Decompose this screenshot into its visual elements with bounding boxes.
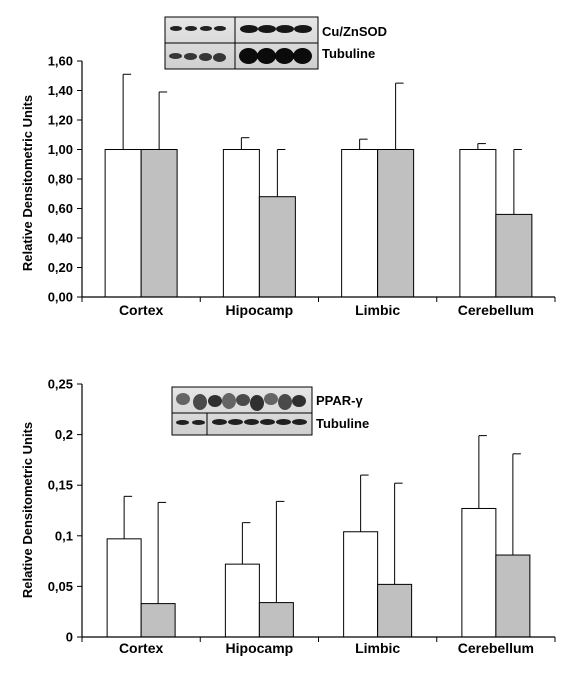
chart-2-y-tick-label: 0,1	[55, 528, 73, 543]
chart-2-y-tick-label: 0,25	[48, 377, 73, 392]
chart-1-y-axis-label: Relative Densitometric Units	[20, 95, 35, 271]
chart-2-blot-band	[244, 419, 259, 425]
chart-2-blot-band	[193, 394, 207, 410]
chart-1-bar-control-cerebellum	[459, 149, 497, 298]
chart-1-axes	[77, 60, 556, 302]
chart-1-y-tick-labels: 0,00 0,20 0,40 0,60 0,80 1,00 1,20 1,40 1,60	[48, 54, 73, 305]
chart-2-blot-inset	[171, 386, 313, 436]
chart-2-blot-band	[212, 419, 227, 425]
chart-2-blot-band	[278, 394, 292, 410]
chart-1-blot-label-bottom: Tubuline	[322, 46, 375, 61]
chart-2-category-label: Limbic	[355, 640, 400, 656]
chart-1-blot-band	[170, 26, 182, 31]
chart-1-bar-control-limbic	[341, 149, 379, 298]
chart-1-y-tick-label: 0,00	[48, 290, 73, 305]
chart-1-blot-band	[293, 48, 312, 64]
chart-1-bar-treated-cortex	[140, 149, 178, 298]
chart-1-blot-inset	[164, 16, 319, 70]
chart-2-bar-treated-limbic	[377, 583, 413, 638]
chart-2-axes	[77, 383, 556, 642]
chart-2-blot-label-bottom: Tubuline	[316, 416, 369, 431]
chart-1-bars	[104, 73, 533, 298]
chart-1-category-label: Hipocamp	[226, 302, 294, 318]
chart-1-bar-treated-cerebellum	[495, 213, 533, 298]
chart-2-blot-band	[276, 419, 291, 425]
chart-2-blot-band	[176, 393, 190, 405]
chart-1-y-tick-label: 0,80	[48, 172, 73, 187]
chart-1-y-tick-label: 0,40	[48, 231, 73, 246]
chart-1-bar-treated-limbic	[377, 149, 415, 298]
chart-2-blot-band	[292, 419, 307, 425]
chart-2-blot-label-top: PPAR-γ	[316, 393, 363, 408]
chart-1-y-tick-label: 1,20	[48, 113, 73, 128]
chart-2-blot-band	[292, 395, 306, 407]
chart-2-bars	[106, 435, 531, 638]
chart-2-blot-band	[208, 395, 222, 407]
chart-1-category-labels: Cortex Hipocamp Limbic Cerebellum	[119, 302, 534, 318]
chart-1-blot-bands	[169, 25, 312, 64]
chart-2-blot-band	[236, 394, 250, 406]
chart-2-blot-band	[222, 393, 236, 409]
chart-1-blot-band	[200, 26, 212, 31]
chart-2: 0 0,05 0,1 0,15 0,2 0,25 Cortex Hipocamp Limbic…	[20, 377, 556, 656]
chart-1-category-label: Cerebellum	[458, 302, 534, 318]
chart-1-category-label: Cortex	[119, 302, 164, 318]
chart-2-y-axis-label: Relative Densitometric Units	[20, 422, 35, 598]
chart-2-category-label: Cortex	[119, 640, 164, 656]
chart-1-blot-band	[185, 26, 197, 31]
chart-1-blot-band	[258, 25, 276, 33]
chart-1-blot-band	[240, 25, 258, 33]
chart-2-bar-control-limbic	[343, 531, 379, 638]
chart-2-y-tick-labels: 0 0,05 0,1 0,15 0,2 0,25	[48, 377, 73, 645]
chart-1-y-tick-label: 1,60	[48, 54, 73, 69]
chart-2-blot-band	[250, 395, 264, 411]
chart-1-y-tick-label: 0,20	[48, 260, 73, 275]
chart-2-category-label: Cerebellum	[458, 640, 534, 656]
chart-2-y-tick-label: 0,2	[55, 427, 73, 442]
chart-1-blot-band	[213, 53, 226, 62]
chart-2-bar-treated-cortex	[140, 603, 176, 638]
chart-1-blot-band	[294, 25, 312, 33]
chart-1-bar-control-hipocamp	[222, 149, 260, 298]
chart-2-blot-band	[264, 393, 278, 405]
chart-2-category-label: Hipocamp	[226, 640, 294, 656]
chart-1-blot-band	[199, 53, 212, 61]
chart-2-blot-band	[260, 419, 275, 425]
chart-2-y-tick-label: 0,15	[48, 478, 73, 493]
chart-2-bar-treated-cerebellum	[495, 554, 531, 638]
chart-1-blot-band	[184, 53, 197, 60]
chart-1-bar-treated-hipocamp	[258, 196, 296, 298]
chart-2-blot-band	[228, 419, 243, 425]
chart-1-blot-band	[239, 48, 258, 64]
chart-2-y-tick-label: 0	[66, 630, 73, 645]
chart-2-category-labels: Cortex Hipocamp Limbic Cerebellum	[119, 640, 534, 656]
chart-2-blot-bands	[176, 393, 307, 425]
chart-1-blot-band	[257, 48, 276, 64]
chart-2-bar-control-hipocamp	[224, 563, 260, 638]
chart-1: 0,00 0,20 0,40 0,60 0,80 1,00 1,20 1,40 1,60 Cor…	[20, 16, 556, 318]
chart-1-blot-band	[169, 53, 182, 59]
chart-1-blot-band	[214, 26, 226, 31]
chart-1-bar-control-cortex	[104, 149, 142, 298]
chart-1-blot-band	[275, 48, 294, 64]
chart-2-blot-band	[176, 420, 189, 425]
chart-2-bar-control-cerebellum	[461, 507, 497, 638]
chart-1-blot-label-top: Cu/ZnSOD	[322, 24, 387, 39]
chart-2-bar-treated-hipocamp	[258, 602, 294, 638]
chart-1-y-tick-label: 1,00	[48, 142, 73, 157]
chart-1-blot-band	[276, 25, 294, 33]
chart-1-y-tick-label: 1,40	[48, 83, 73, 98]
chart-2-bar-control-cortex	[106, 538, 142, 638]
chart-2-blot-band	[192, 420, 205, 425]
chart-1-y-tick-label: 0,60	[48, 201, 73, 216]
chart-1-category-label: Limbic	[355, 302, 400, 318]
chart-2-y-tick-label: 0,05	[48, 579, 73, 594]
